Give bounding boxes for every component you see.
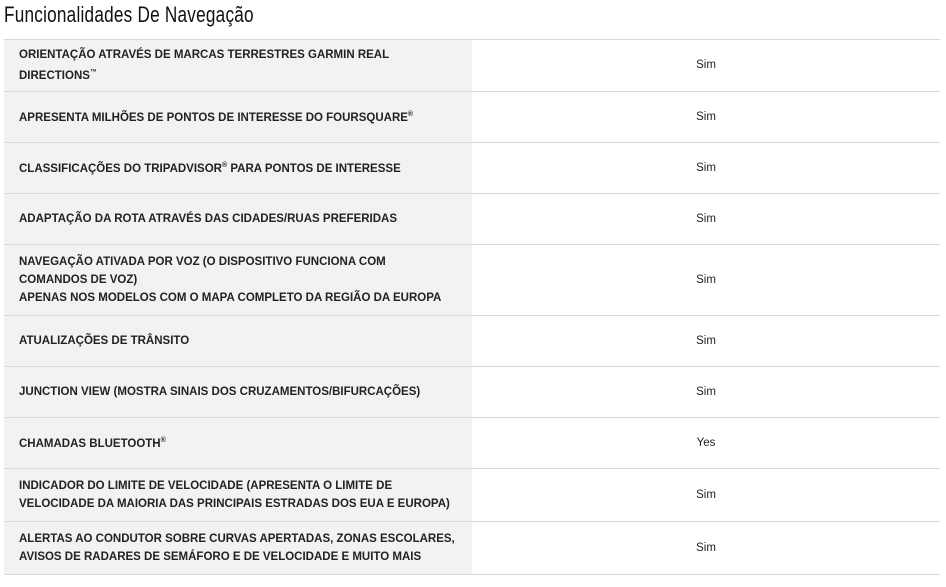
feature-label: ADAPTAÇÃO DA ROTA ATRAVÉS DAS CIDADES/RU… [4,193,472,245]
feature-label-text: ATUALIZAÇÕES DE TRÂNSITO [19,334,190,347]
table-row: ADAPTAÇÃO DA ROTA ATRAVÉS DAS CIDADES/RU… [4,193,940,245]
feature-value: Sim [472,244,940,316]
trademark-mark: ® [221,162,228,170]
navigation-features-table: ORIENTAÇÃO ATRAVÉS DE MARCAS TERRESTRES … [4,39,940,575]
feature-value: Sim [472,193,940,245]
feature-label: ORIENTAÇÃO ATRAVÉS DE MARCAS TERRESTRES … [4,39,472,92]
feature-value-text: Sim [696,334,716,347]
feature-label: CLASSIFICAÇÕES DO TRIPADVISOR® PARA PONT… [4,142,472,194]
table-row: APRESENTA MILHÕES DE PONTOS DE INTERESSE… [4,91,940,143]
feature-label-text: INDICADOR DO LIMITE DE VELOCIDADE (APRES… [19,479,450,510]
trademark-mark: ® [407,111,414,119]
feature-label: CHAMADAS BLUETOOTH® [4,417,472,469]
feature-label-text: JUNCTION VIEW (MOSTRA SINAIS DOS CRUZAME… [19,385,421,398]
feature-value-text: Sim [696,273,716,286]
table-row: ORIENTAÇÃO ATRAVÉS DE MARCAS TERRESTRES … [4,39,940,92]
feature-label: JUNCTION VIEW (MOSTRA SINAIS DOS CRUZAME… [4,366,472,418]
feature-value: Sim [472,91,940,143]
feature-label: INDICADOR DO LIMITE DE VELOCIDADE (APRES… [4,468,472,522]
table-row: ALERTAS AO CONDUTOR SOBRE CURVAS APERTAD… [4,521,940,575]
table-row: INDICADOR DO LIMITE DE VELOCIDADE (APRES… [4,468,940,522]
feature-label: ALERTAS AO CONDUTOR SOBRE CURVAS APERTAD… [4,521,472,575]
feature-label-note: APENAS NOS MODELOS COM O MAPA COMPLETO D… [19,291,442,304]
feature-value-text: Yes [696,436,716,449]
feature-value-text: Sim [696,385,716,398]
feature-value: Sim [472,39,940,92]
table-row: ATUALIZAÇÕES DE TRÂNSITO Sim [4,315,940,367]
feature-label-text: APRESENTA MILHÕES DE PONTOS DE INTERESSE… [19,112,408,125]
feature-label-text-after: PARA PONTOS DE INTERESSE [227,163,401,176]
section-title: Funcionalidades De Navegação [4,2,254,27]
trademark-mark: ® [160,437,166,445]
feature-value-text: Sim [696,161,716,174]
feature-label-text: CHAMADAS BLUETOOTH [19,438,161,451]
feature-label: NAVEGAÇÃO ATIVADA POR VOZ (O DISPOSITIVO… [4,244,472,316]
feature-value: Sim [472,468,940,522]
feature-value-text: Sim [696,212,716,225]
trademark-mark: ™ [89,69,97,76]
feature-label-text: NAVEGAÇÃO ATIVADA POR VOZ (O DISPOSITIVO… [19,255,386,286]
feature-value: Yes [472,417,940,469]
feature-value: Sim [472,366,940,418]
table-row: CLASSIFICAÇÕES DO TRIPADVISOR® PARA PONT… [4,142,940,194]
table-row: JUNCTION VIEW (MOSTRA SINAIS DOS CRUZAME… [4,366,940,418]
feature-value: Sim [472,315,940,367]
feature-value-text: Sim [696,110,716,123]
feature-label-text: ORIENTAÇÃO ATRAVÉS DE MARCAS TERRESTRES … [19,49,389,82]
feature-value-text: Sim [696,488,716,501]
table-row: NAVEGAÇÃO ATIVADA POR VOZ (O DISPOSITIVO… [4,244,940,316]
feature-label-text: ALERTAS AO CONDUTOR SOBRE CURVAS APERTAD… [19,532,455,563]
feature-label: ATUALIZAÇÕES DE TRÂNSITO [4,315,472,367]
feature-label-text: CLASSIFICAÇÕES DO TRIPADVISOR [19,163,222,176]
feature-label: APRESENTA MILHÕES DE PONTOS DE INTERESSE… [4,91,472,143]
feature-label-text: ADAPTAÇÃO DA ROTA ATRAVÉS DAS CIDADES/RU… [19,212,398,225]
feature-value-text: Sim [696,541,716,554]
table-row: CHAMADAS BLUETOOTH® Yes [4,417,940,469]
feature-value-text: Sim [696,59,716,72]
feature-value: Sim [472,521,940,575]
feature-value: Sim [472,142,940,194]
